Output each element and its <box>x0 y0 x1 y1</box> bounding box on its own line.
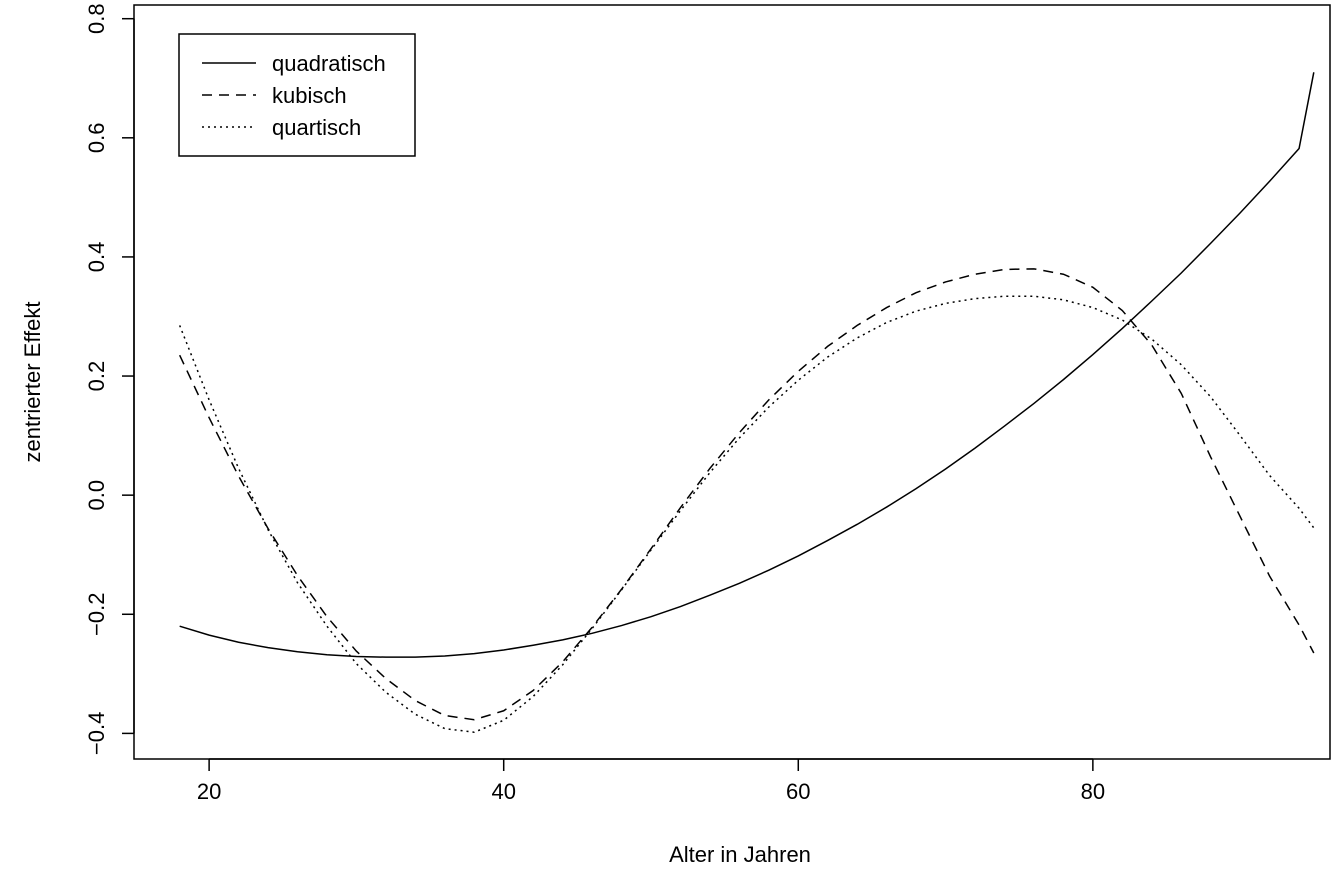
y-axis-title: zentrierter Effekt <box>20 302 45 463</box>
y-tick-label: −0.4 <box>84 712 109 755</box>
y-tick-label: 0.4 <box>84 242 109 273</box>
legend-label-kubisch: kubisch <box>272 83 347 108</box>
x-tick-label: 80 <box>1081 779 1105 804</box>
y-tick-label: −0.2 <box>84 593 109 636</box>
y-tick-label: 0.0 <box>84 480 109 511</box>
x-axis: 20 40 60 80 <box>197 758 1105 804</box>
plot-area <box>178 72 1315 733</box>
x-tick-label: 40 <box>491 779 515 804</box>
legend-label-quadratisch: quadratisch <box>272 51 386 76</box>
x-tick-label: 20 <box>197 779 221 804</box>
legend-box <box>178 33 416 157</box>
y-axis: −0.4 −0.2 0.0 0.2 0.4 0.6 0.8 <box>84 3 135 755</box>
series-line-kubisch <box>178 268 1315 721</box>
x-tick-label: 60 <box>786 779 810 804</box>
y-tick-label: 0.2 <box>84 361 109 392</box>
series-line-quadratisch <box>179 72 1315 658</box>
y-tick-label: 0.6 <box>84 123 109 154</box>
x-axis-title: Alter in Jahren <box>669 842 811 867</box>
legend: quadratisch kubisch quartisch <box>178 33 416 157</box>
legend-label-quartisch: quartisch <box>272 115 361 140</box>
y-tick-label: 0.8 <box>84 3 109 34</box>
